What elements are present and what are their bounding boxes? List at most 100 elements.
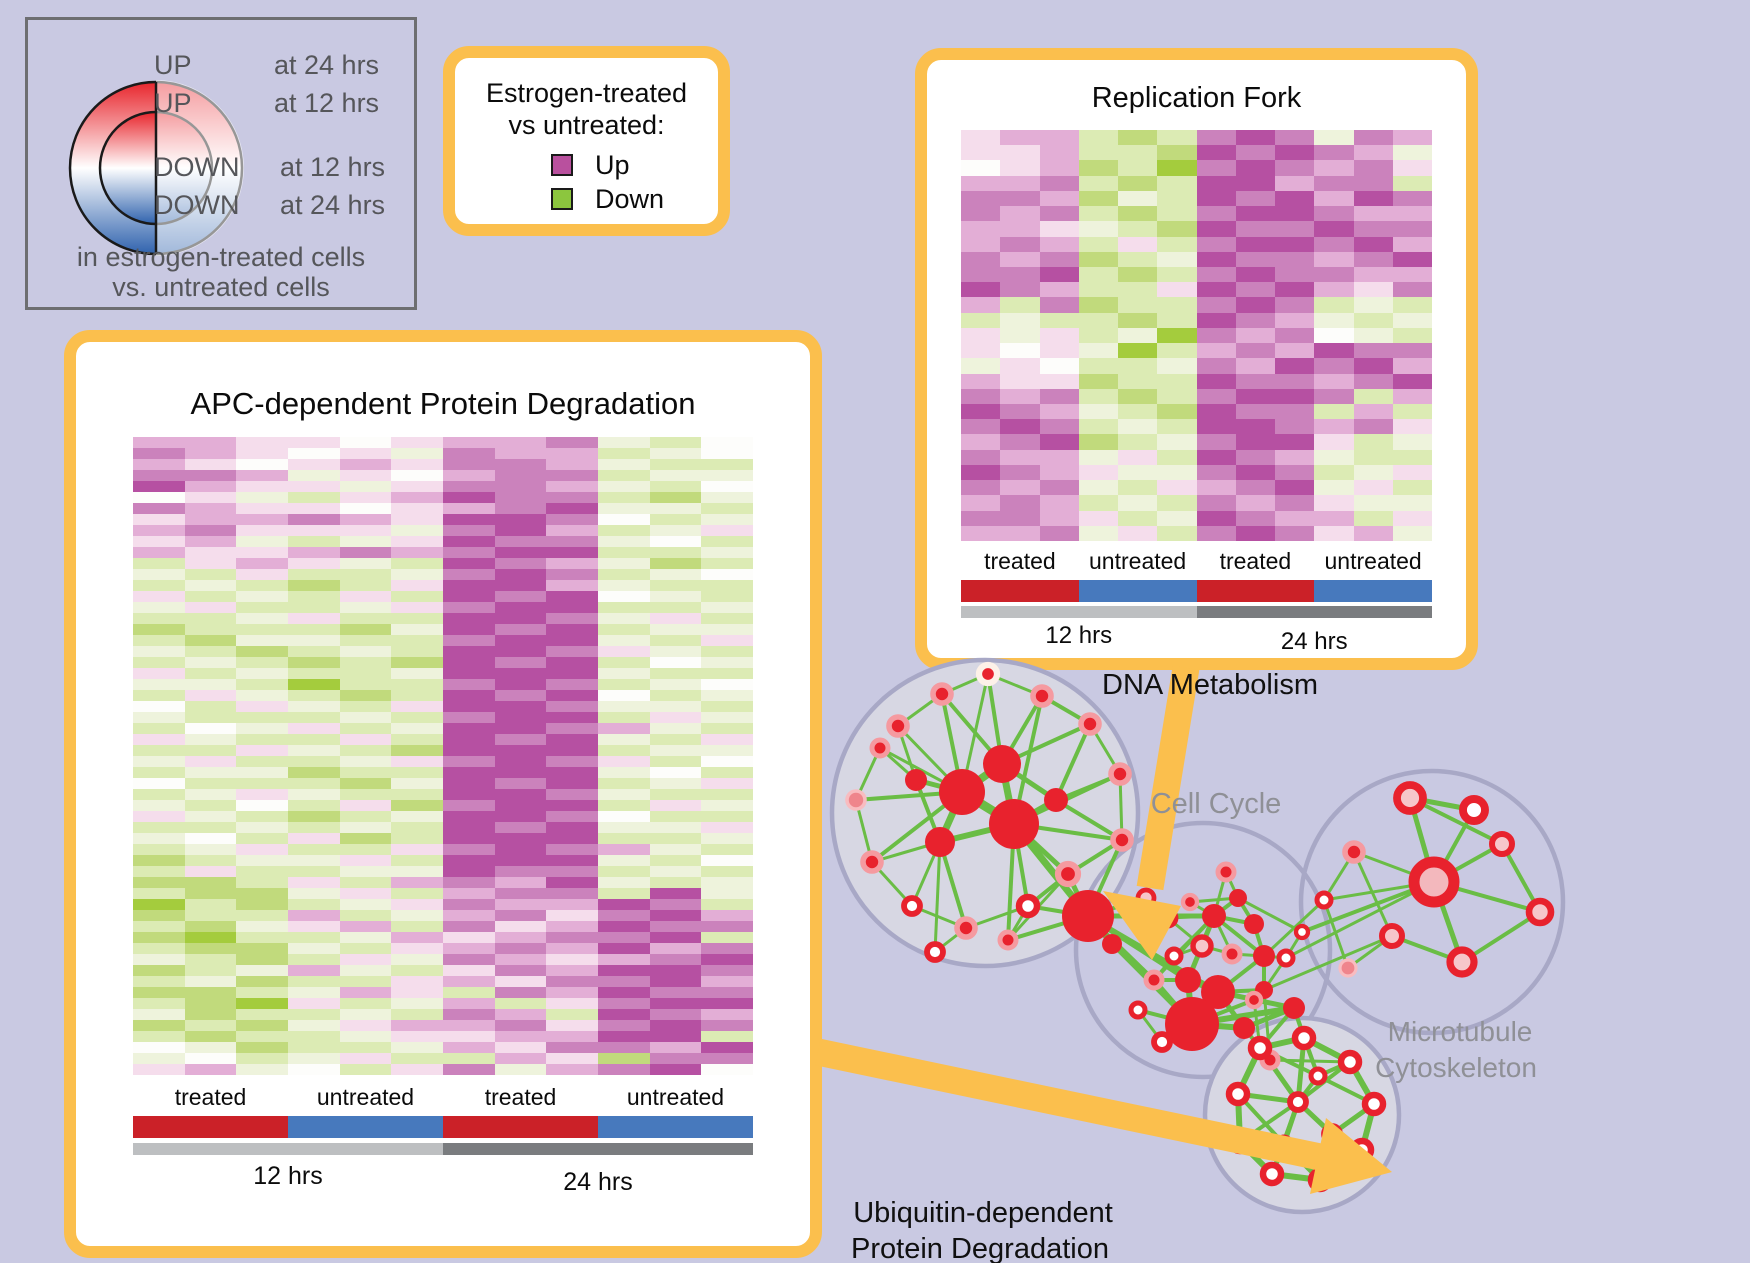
heatmap-cell	[546, 690, 598, 701]
heatmap-cell	[1275, 312, 1315, 328]
network-node-solid	[1283, 997, 1305, 1019]
heatmap-cell	[546, 866, 598, 877]
heatmap-cell	[391, 943, 443, 954]
heatmap-cell	[184, 998, 237, 1009]
heatmap-cell	[1392, 160, 1432, 176]
network-node-solid	[1255, 981, 1273, 999]
network-node-ringw	[1314, 890, 1334, 910]
heatmap-cell	[1118, 464, 1158, 481]
heatmap-cell	[391, 437, 443, 448]
heatmap-cell	[391, 668, 443, 679]
heatmap-cell	[494, 1031, 547, 1042]
network-edge	[1292, 1007, 1306, 1039]
heatmap-cell	[1000, 373, 1040, 389]
heatmap-cell	[494, 1064, 547, 1075]
network-edge	[854, 799, 874, 863]
heatmap-cell	[546, 459, 598, 470]
heatmap-cell	[236, 998, 288, 1009]
heatmap-cell	[443, 712, 495, 723]
heatmap-cell	[1353, 525, 1393, 541]
network-edge	[1006, 872, 1070, 942]
time-bar	[1196, 606, 1432, 618]
heatmap-cell	[133, 745, 185, 756]
heatmap-cell	[1275, 495, 1315, 511]
heatmap-cell	[1118, 404, 1158, 420]
heatmap-cell	[133, 943, 185, 954]
heatmap-cell	[494, 778, 547, 789]
heatmap-cell	[443, 811, 495, 822]
heatmap-cell	[1392, 343, 1432, 359]
heatmap-cell	[1078, 464, 1118, 481]
network-node-ringw	[1276, 948, 1296, 968]
network-edge	[1212, 896, 1240, 918]
heatmap-cell	[1196, 510, 1236, 526]
heatmap-cell	[391, 591, 443, 602]
heatmap-cell	[494, 635, 547, 646]
heatmap-cell	[391, 954, 443, 965]
network-node-ringp	[1489, 831, 1515, 857]
heatmap-cell	[133, 514, 185, 525]
heatmap-cell	[1314, 388, 1354, 404]
network-edge	[1001, 722, 1091, 766]
heatmap-cell	[649, 1042, 702, 1053]
heatmap-cell	[1275, 449, 1315, 465]
heatmap-cell	[1039, 282, 1079, 298]
network-node-halo	[1030, 684, 1054, 708]
heatmap-cell	[701, 811, 753, 822]
heatmap-cell	[236, 679, 288, 690]
heatmap-cell	[1392, 251, 1432, 267]
condition-label: treated	[984, 548, 1056, 574]
heatmap-cell	[391, 514, 443, 525]
heatmap-cell	[184, 1031, 237, 1042]
heatmap-cell	[1118, 327, 1158, 344]
heatmap-cell	[1275, 267, 1315, 283]
heatmap-cell	[1275, 190, 1315, 207]
heatmap-cell	[391, 877, 443, 888]
heatmap-cell	[391, 800, 443, 811]
apc-condition-labels: treated untreated treated untreated	[133, 1084, 753, 1111]
heatmap-cell	[701, 624, 753, 635]
heatmap-cell	[649, 756, 702, 767]
heatmap-cell	[1078, 297, 1118, 313]
heatmap-cell	[443, 558, 495, 569]
heatmap-cell	[494, 712, 547, 723]
heatmap-cell	[443, 525, 495, 536]
network-edge	[1237, 896, 1303, 934]
label-microtubule: Microtubule	[1388, 1016, 1533, 1047]
heatmap-cell	[598, 811, 650, 822]
heatmap-cell	[1039, 343, 1079, 359]
heatmap-cell	[1275, 145, 1315, 161]
heatmap-cell	[288, 1064, 340, 1075]
heatmap-cell	[494, 987, 547, 998]
heatmap-cell	[339, 822, 392, 833]
heatmap-cell	[133, 624, 185, 635]
heatmap-cell	[339, 943, 392, 954]
heatmap-cell	[494, 943, 547, 954]
heatmap-cell	[133, 822, 185, 833]
heatmap-cell	[494, 558, 547, 569]
heatmap-cell	[1275, 464, 1315, 481]
network-edge	[1217, 988, 1265, 994]
heatmap-cell	[443, 448, 495, 459]
network-edge	[896, 725, 918, 781]
heatmap-cell	[184, 965, 237, 976]
down-swatch	[551, 188, 573, 210]
heatmap-cell	[1353, 419, 1393, 435]
heatmap-cell	[443, 602, 495, 613]
time-bar	[133, 1143, 443, 1155]
heatmap-cell	[391, 723, 443, 734]
heatmap-cell	[1000, 510, 1040, 526]
heatmap-cell	[1000, 480, 1040, 496]
heatmap-cell	[494, 503, 547, 514]
heatmap-cell	[546, 811, 598, 822]
network-edge	[1433, 842, 1503, 884]
network-edge	[1111, 942, 1155, 982]
heatmap-cell	[133, 547, 185, 558]
network-edge	[1065, 872, 1091, 918]
heatmap-cell	[649, 602, 702, 613]
network-edge	[1152, 978, 1194, 1026]
heatmap-cell	[598, 844, 650, 855]
heatmap-cell	[1000, 358, 1040, 374]
heatmap-cell	[339, 602, 392, 613]
heatmap-cell	[339, 866, 392, 877]
